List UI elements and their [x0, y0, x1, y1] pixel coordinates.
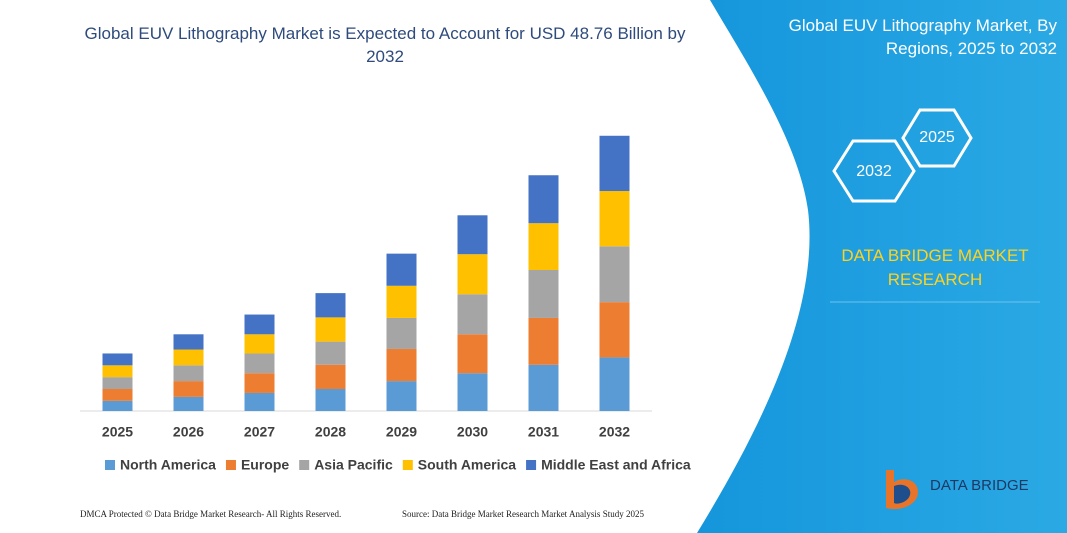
x-tick-label: 2026 [173, 424, 204, 440]
bar-segment [315, 341, 346, 365]
bar-segment [315, 293, 346, 318]
bar-segment [386, 253, 417, 286]
badge: 2025 [919, 129, 955, 146]
side-panel [697, 0, 1067, 533]
bar-segment [457, 373, 488, 411]
bar-segment [315, 364, 346, 390]
x-tick-label: 2027 [244, 424, 275, 440]
legend-label: Asia Pacific [314, 457, 393, 473]
bar-segment [102, 365, 133, 378]
bar-segment [244, 373, 275, 393]
legend-swatch [526, 460, 537, 470]
bar-segment [102, 389, 133, 401]
bar-segment [599, 191, 630, 247]
logo: DATA BRIDGE [886, 470, 1029, 510]
bar-segment [173, 365, 204, 382]
bar-segment [102, 353, 133, 366]
legend-label: South America [418, 457, 516, 473]
x-tick-label: 2028 [315, 424, 346, 440]
brand: DATA BRIDGE MARKET RESEARCH [841, 246, 1029, 289]
footer-left: DMCA Protected © Data Bridge Market Rese… [80, 509, 341, 519]
bar-segment [244, 353, 275, 374]
x-tick-label: 2029 [386, 424, 417, 440]
badge: 2032 [856, 163, 892, 180]
bar-segment [457, 254, 488, 295]
bar-segment [528, 364, 559, 411]
logo-icon [894, 484, 911, 504]
bar-segment [599, 135, 630, 192]
bar-segment [386, 348, 417, 382]
bar-segment [528, 317, 559, 365]
legend-swatch [402, 460, 413, 470]
footer-right: Source: Data Bridge Market Research Mark… [402, 509, 644, 519]
bar-segment [173, 396, 204, 411]
bar-segment [457, 334, 488, 374]
bar-segment [315, 317, 346, 342]
bar-segment [173, 349, 204, 366]
legend-label: Middle East and Africa [541, 457, 691, 473]
x-tick-label: 2025 [102, 424, 133, 440]
bar-segment [599, 302, 630, 358]
logo-text: DATA BRIDGE [930, 477, 1029, 494]
bar-segment [244, 392, 275, 411]
legend-swatch [105, 460, 115, 470]
bar-segment [102, 377, 133, 390]
chart-title: Global EUV Lithography Market is Expecte… [84, 24, 686, 66]
bar-segment [386, 285, 417, 318]
bar-segment [528, 175, 559, 224]
bar-segment [244, 334, 275, 354]
x-tick-label: 2031 [528, 424, 559, 440]
bar-segment [457, 294, 488, 335]
hexagon [901, 108, 973, 168]
hexagon [832, 139, 916, 203]
bar-segment [173, 381, 204, 397]
bar-segment [599, 246, 630, 303]
legend-swatch [225, 460, 236, 470]
bar-segment [386, 381, 417, 411]
panel-title: Global EUV Lithography Market, By Region… [788, 16, 1057, 58]
bar-segment [102, 400, 133, 411]
legend-swatch [299, 460, 310, 470]
x-tick-label: 2030 [457, 424, 488, 440]
bar-segment [528, 270, 559, 318]
bar-segment [386, 317, 417, 349]
bar-segment [599, 357, 630, 411]
x-tick-label: 2032 [599, 424, 630, 440]
bar-segment [244, 314, 275, 335]
bar-segment [173, 334, 204, 350]
legend-label: North America [120, 457, 216, 473]
bar-segment [457, 215, 488, 255]
legend-label: Europe [241, 457, 289, 473]
bar-segment [315, 389, 346, 411]
bar-segment [528, 223, 559, 270]
